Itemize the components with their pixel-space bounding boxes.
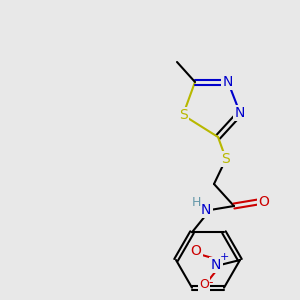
Text: N: N xyxy=(201,203,211,217)
Text: S: S xyxy=(178,108,188,122)
Text: +: + xyxy=(219,252,229,262)
Text: H: H xyxy=(191,196,201,208)
Text: O: O xyxy=(259,195,269,209)
Text: O: O xyxy=(199,278,209,292)
Text: N: N xyxy=(211,258,221,272)
Text: N: N xyxy=(235,106,245,120)
Text: O: O xyxy=(190,244,201,258)
Text: S: S xyxy=(222,152,230,166)
Text: N: N xyxy=(223,75,233,89)
Text: -: - xyxy=(209,277,213,290)
